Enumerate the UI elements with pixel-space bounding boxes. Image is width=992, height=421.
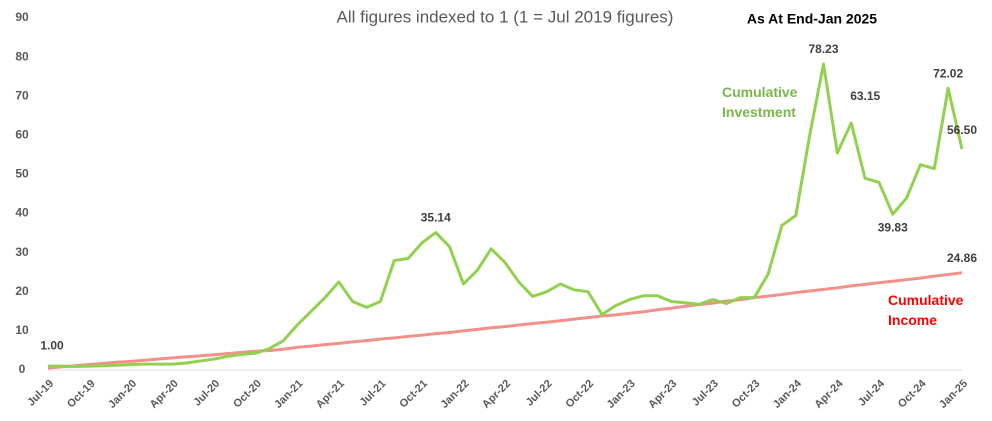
x-tick-label: Jan-24: [771, 377, 805, 411]
x-tick-label: Oct-19: [65, 378, 98, 411]
data-label: 1.00: [40, 338, 64, 352]
x-tick-label: Jan-25: [937, 378, 970, 411]
x-tick-label: Jul-24: [856, 377, 888, 409]
x-tick-label: Jul-19: [25, 378, 56, 409]
y-tick-label: 50: [15, 167, 29, 181]
data-label: 72.02: [933, 66, 963, 80]
chart-subtitle: As At End-Jan 2025: [747, 11, 877, 27]
y-tick-label: 40: [15, 206, 29, 220]
x-tick-label: Oct-23: [730, 378, 763, 411]
series-line: [48, 62, 964, 368]
data-label: 78.23: [808, 42, 838, 56]
x-tick-label: Jan-20: [106, 378, 139, 411]
data-label: 56.50: [947, 123, 977, 137]
data-label: 63.15: [850, 89, 880, 103]
x-tick-label: Oct-20: [231, 378, 264, 411]
series-label: Cumulative Income: [888, 292, 964, 328]
x-tick-label: Jan-23: [605, 378, 638, 411]
x-tick-label: Apr-20: [148, 378, 181, 411]
x-tick-label: Oct-22: [564, 378, 597, 411]
x-tick-label: Apr-21: [314, 378, 347, 411]
x-tick-label: Jul-23: [690, 378, 721, 409]
data-label: 39.83: [878, 220, 908, 234]
y-tick-label: 0: [19, 362, 26, 376]
x-tick-label: Jul-21: [358, 378, 389, 409]
x-tick-label: Apr-24: [812, 377, 846, 411]
y-tick-label: 60: [15, 128, 29, 142]
data-label: 35.14: [421, 211, 451, 225]
series-line: [47, 271, 963, 370]
x-tick-label: Oct-21: [397, 378, 430, 411]
y-tick-label: 20: [15, 284, 29, 298]
x-tick-label: Oct-24: [896, 377, 929, 410]
x-tick-label: Jul-22: [524, 378, 555, 409]
y-tick-label: 10: [15, 323, 29, 337]
x-tick-label: Apr-23: [646, 378, 679, 411]
chart-title: All figures indexed to 1 (1 = Jul 2019 f…: [337, 7, 674, 26]
x-tick-label: Jul-20: [191, 378, 222, 409]
x-tick-label: Apr-22: [480, 378, 513, 411]
x-tick-label: Jan-22: [438, 378, 471, 411]
y-tick-label: 80: [15, 49, 29, 63]
x-tick-label: Jan-21: [272, 378, 305, 411]
y-tick-label: 30: [15, 245, 29, 259]
data-label: 24.86: [947, 251, 977, 265]
y-tick-label: 90: [15, 10, 29, 24]
y-tick-label: 70: [15, 88, 29, 102]
series-label: Cumulative Investment: [722, 84, 798, 120]
